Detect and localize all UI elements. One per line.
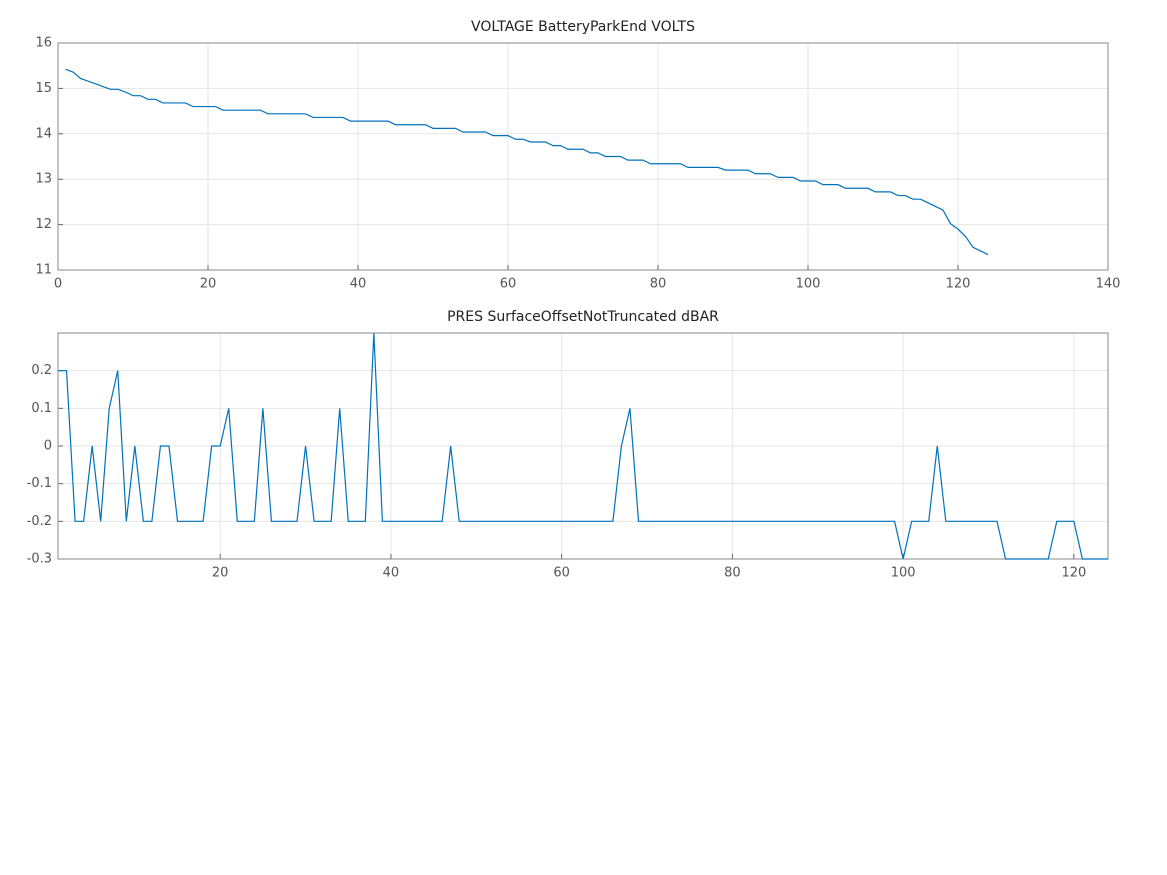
data-line [65, 68, 989, 256]
x-tick-label: 20 [212, 566, 229, 581]
y-tick-label: 16 [35, 36, 52, 51]
y-tick-label: 14 [35, 126, 52, 141]
y-tick-label: -0.1 [27, 476, 52, 491]
chart-title: VOLTAGE BatteryParkEnd VOLTS [471, 19, 695, 35]
x-tick-label: 100 [891, 566, 916, 581]
x-tick-label: 0 [54, 277, 62, 292]
plot-border [57, 42, 1109, 271]
plot-area [58, 43, 1108, 270]
x-tick-label: 20 [200, 277, 217, 292]
chart-title: PRES SurfaceOffsetNotTruncated dBAR [447, 309, 719, 325]
x-tick-label: 140 [1096, 277, 1121, 292]
x-tick-label: 60 [500, 277, 517, 292]
y-tick-label: 12 [35, 217, 52, 232]
plot-border [57, 332, 1109, 560]
y-tick-label: 0.2 [31, 363, 52, 378]
x-tick-label: 120 [946, 277, 971, 292]
x-tick-label: 60 [553, 566, 570, 581]
x-tick-label: 100 [796, 277, 821, 292]
y-tick-label: 13 [35, 172, 52, 187]
y-tick-label: -0.3 [27, 552, 52, 567]
x-tick-label: 80 [650, 277, 667, 292]
x-tick-label: 40 [383, 566, 400, 581]
y-tick-label: 11 [35, 263, 52, 278]
y-tick-label: -0.2 [27, 514, 52, 529]
y-tick-label: 0 [44, 439, 52, 454]
y-tick-label: 15 [35, 81, 52, 96]
x-tick-label: 120 [1061, 566, 1086, 581]
x-tick-label: 80 [724, 566, 741, 581]
data-line [58, 332, 1108, 560]
x-tick-label: 40 [350, 277, 367, 292]
y-tick-label: 0.1 [31, 401, 52, 416]
